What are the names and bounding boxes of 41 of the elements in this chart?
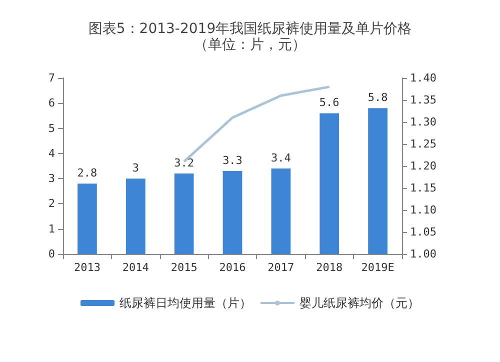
legend-label: 纸尿裤日均使用量（片） xyxy=(120,296,252,310)
y2-tick-label: 1.25 xyxy=(410,138,436,150)
y-tick-label: 5 xyxy=(48,122,55,135)
chart-title: 图表5：2013-2019年我国纸尿裤使用量及单片价格（单位：片，元） xyxy=(88,21,412,53)
y-tick-label: 4 xyxy=(48,146,56,160)
y-tick-label: 1 xyxy=(48,222,55,236)
data-label: 3 xyxy=(132,162,139,175)
bar xyxy=(78,184,97,254)
y2-tick-label: 1.05 xyxy=(410,226,436,238)
y-tick-label: 3 xyxy=(48,172,55,186)
x-tick-label: 2017 xyxy=(268,261,294,274)
bar xyxy=(222,171,242,254)
y2-tick-label: 1.35 xyxy=(410,94,436,106)
y2-tick-label: 1.30 xyxy=(410,116,436,128)
legend-label: 婴儿纸尿裤均价（元） xyxy=(300,296,420,310)
data-label: 5.8 xyxy=(368,91,388,104)
y2-tick-label: 1.10 xyxy=(410,204,436,216)
bar xyxy=(320,113,340,254)
y2-tick-label: 1.20 xyxy=(410,160,436,172)
y-tick-label: 7 xyxy=(48,72,55,84)
y-tick-label: 6 xyxy=(48,96,55,110)
bar xyxy=(174,174,194,254)
x-tick-label: 2015 xyxy=(170,261,198,274)
data-label: 3.4 xyxy=(270,152,292,165)
bar xyxy=(126,178,146,254)
x-tick-label: 2016 xyxy=(219,261,246,274)
bar xyxy=(368,108,388,254)
y-tick-label: 0 xyxy=(48,248,55,260)
y2-tick-label: 1.40 xyxy=(410,72,436,84)
x-tick-label: 2019E xyxy=(361,261,394,274)
data-label: 3.2 xyxy=(174,156,194,170)
y2-tick-label: 1.00 xyxy=(410,248,436,260)
data-label: 2.8 xyxy=(77,166,98,180)
y-tick-label: 2 xyxy=(48,197,55,210)
y2-tick-label: 1.15 xyxy=(410,182,436,194)
data-label: 3.3 xyxy=(222,154,242,168)
bar xyxy=(271,168,291,254)
x-tick-label: 2014 xyxy=(122,261,150,274)
x-tick-label: 2018 xyxy=(316,261,343,274)
data-label: 5.6 xyxy=(319,96,340,110)
x-tick-label: 2013 xyxy=(74,261,100,274)
